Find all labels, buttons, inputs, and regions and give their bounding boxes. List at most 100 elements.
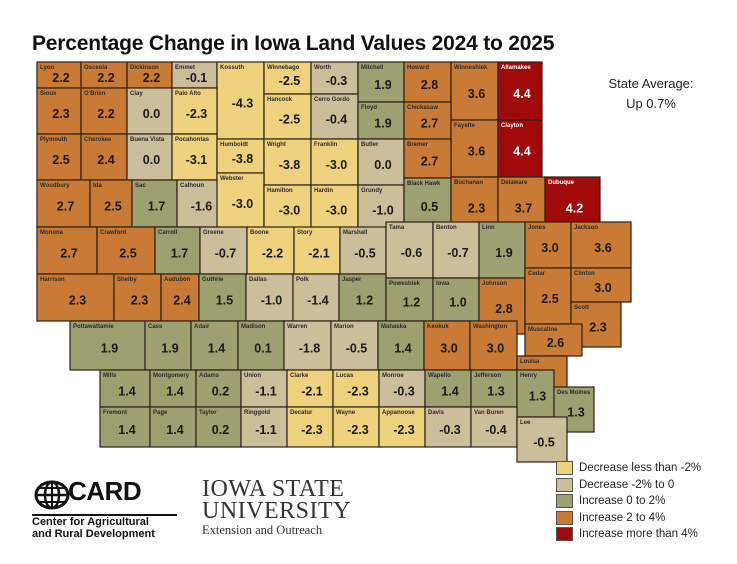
county-name: Linn — [482, 225, 495, 231]
county-value: 1.3 — [567, 406, 584, 420]
county-name: Madison — [241, 324, 266, 330]
county-value: -1.1 — [255, 423, 277, 437]
map-title: Percentage Change in Iowa Land Values 20… — [32, 32, 555, 55]
county-value: 1.9 — [374, 78, 391, 92]
county-name: Louisa — [520, 359, 540, 365]
county-value: -3.0 — [326, 158, 348, 172]
county-madison: Madison 0.1 — [237, 320, 285, 371]
county-taylor: Taylor 0.2 — [195, 406, 242, 448]
county-value: -0.7 — [447, 246, 469, 260]
county-ringgold: Ringgold -1.1 — [240, 406, 288, 448]
county-name: Palo Alto — [175, 91, 201, 97]
county-value: 3.7 — [515, 202, 532, 216]
county-value: -0.3 — [439, 423, 461, 437]
county-value: -3.1 — [186, 153, 208, 167]
county-name: Jasper — [342, 277, 362, 283]
county-value: 2.8 — [421, 78, 438, 92]
county-shape — [240, 406, 288, 448]
county-shape — [450, 61, 499, 121]
legend-swatch — [556, 494, 573, 509]
county-value: 1.9 — [161, 342, 178, 356]
county-monona: Monona 2.7 — [36, 226, 98, 275]
county-wright: Wright -3.8 — [263, 138, 312, 186]
legend: Decrease less than -2% Decrease -2% to 0… — [556, 460, 701, 543]
county-value: 1.0 — [449, 296, 466, 310]
county-value: 1.7 — [148, 200, 165, 214]
county-name: Bremer — [407, 142, 429, 148]
county-name: Worth — [314, 65, 332, 71]
county-name: Jones — [528, 225, 546, 231]
county-greene: Greene -0.7 — [199, 226, 248, 275]
legend-item-increase-gt-4: Increase more than 4% — [556, 526, 701, 543]
county-value: 2.2 — [97, 71, 114, 85]
county-shape — [478, 221, 526, 279]
county-value: 1.9 — [374, 117, 391, 131]
county-name: Hardin — [314, 188, 333, 194]
county-fayette: Fayette 3.6 — [450, 119, 499, 178]
county-mahaska: Mahaska 1.4 — [377, 320, 425, 371]
county-name: Clay — [130, 91, 143, 97]
county-value: -3.0 — [232, 197, 254, 211]
legend-label: Increase 2 to 4% — [579, 511, 666, 524]
county-kossuth: Kossuth -4.3 — [216, 61, 265, 140]
county-name: Winnebago — [267, 65, 300, 71]
county-name: Dallas — [249, 277, 267, 283]
county-fremont: Fremont 1.4 — [99, 406, 151, 448]
county-value: -3.0 — [279, 204, 301, 218]
county-shape — [126, 87, 173, 135]
county-value: 3.0 — [487, 342, 504, 356]
county-name: Guthrie — [202, 277, 224, 283]
county-shape — [432, 221, 480, 279]
county-shape — [570, 267, 632, 303]
county-montgomery: Montgomery 1.4 — [149, 369, 197, 408]
county-washington: Washington 3.0 — [469, 320, 518, 371]
county-shape — [131, 179, 178, 228]
legend-item-increase-2-to-4: Increase 2 to 4% — [556, 510, 701, 527]
county-calhoun: Calhoun -1.6 — [176, 179, 223, 228]
county-benton: Benton -0.7 — [432, 221, 480, 279]
county-decatur: Decatur -2.3 — [286, 406, 334, 448]
county-value: -2.5 — [279, 113, 301, 127]
county-adams: Adams 0.2 — [195, 369, 242, 408]
county-shape — [378, 369, 426, 408]
county-davis: Davis -0.3 — [424, 406, 472, 448]
county-value: 2.7 — [421, 117, 438, 131]
county-shape — [310, 184, 359, 231]
county-shape — [99, 369, 151, 408]
county-value: 0.1 — [254, 342, 271, 356]
county-name: Jefferson — [474, 373, 501, 379]
county-name: Adair — [194, 324, 210, 330]
county-shape — [263, 184, 312, 231]
county-value: -2.5 — [279, 74, 301, 88]
county-name: Dubuque — [548, 180, 575, 186]
county-name: Story — [297, 230, 313, 236]
county-shape — [469, 320, 518, 371]
county-value: 1.2 — [356, 294, 373, 308]
county-name: Benton — [436, 225, 457, 231]
county-value: 3.6 — [468, 145, 485, 159]
county-value: 2.7 — [57, 200, 74, 214]
county-value: -2.1 — [308, 247, 330, 261]
county-value: 3.6 — [468, 87, 485, 101]
county-value: -2.3 — [393, 423, 415, 437]
county-shape — [263, 93, 312, 140]
county-keokuk: Keokuk 3.0 — [423, 320, 471, 371]
county-value: -1.4 — [307, 294, 329, 308]
county-name: Wayne — [336, 410, 356, 416]
county-carroll: Carroll 1.7 — [154, 226, 201, 275]
isu-line1: IOWA STATE — [202, 476, 345, 502]
county-name: Harrison — [40, 277, 65, 283]
county-shelby: Shelby 2.3 — [113, 273, 162, 322]
county-name: Jackson — [574, 225, 598, 231]
county-adair: Adair 1.4 — [190, 320, 239, 371]
county-monroe: Monroe -0.3 — [378, 369, 426, 408]
county-shape — [113, 273, 162, 322]
county-o-brien: O'Brien 2.2 — [80, 87, 128, 135]
legend-swatch — [556, 477, 573, 492]
county-name: Keokuk — [427, 324, 449, 330]
county-value: 2.2 — [52, 71, 69, 85]
county-value: 2.5 — [541, 292, 558, 306]
county-value: 1.9 — [495, 246, 512, 260]
county-name: Davis — [428, 410, 445, 416]
